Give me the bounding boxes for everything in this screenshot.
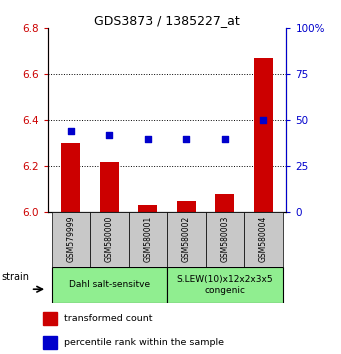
Text: GSM580002: GSM580002 [182, 216, 191, 262]
Text: S.LEW(10)x12x2x3x5
congenic: S.LEW(10)x12x2x3x5 congenic [177, 275, 273, 295]
Bar [206, 212, 244, 267]
Text: Dahl salt-sensitve: Dahl salt-sensitve [69, 280, 150, 290]
Text: strain: strain [1, 272, 29, 282]
Title: GDS3873 / 1385227_at: GDS3873 / 1385227_at [94, 14, 240, 27]
Text: GSM579999: GSM579999 [66, 216, 75, 262]
Bar [215, 194, 235, 212]
Point [261, 118, 266, 123]
Point [145, 136, 151, 142]
Bar [167, 212, 206, 267]
Bar [43, 312, 57, 325]
Bar [100, 162, 119, 212]
Bar [43, 336, 57, 349]
Text: GSM580003: GSM580003 [220, 216, 229, 262]
Text: transformed count: transformed count [64, 314, 153, 323]
Bar [51, 212, 90, 267]
Text: percentile rank within the sample: percentile rank within the sample [64, 338, 224, 347]
Text: GSM580004: GSM580004 [259, 216, 268, 262]
Bar [177, 201, 196, 212]
Bar [129, 212, 167, 267]
Text: GSM580000: GSM580000 [105, 216, 114, 262]
Text: GSM580001: GSM580001 [143, 216, 152, 262]
Bar [167, 267, 283, 303]
Point [183, 136, 189, 142]
Point [222, 136, 227, 142]
Bar [90, 212, 129, 267]
Bar [244, 212, 283, 267]
Bar [61, 143, 80, 212]
Bar [51, 267, 167, 303]
Point [107, 132, 112, 138]
Bar [254, 58, 273, 212]
Bar [138, 206, 158, 212]
Point [68, 129, 74, 134]
